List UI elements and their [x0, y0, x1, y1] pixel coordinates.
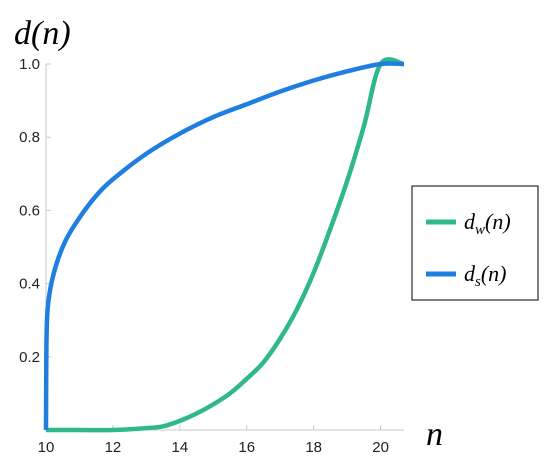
x-tick-label: 18: [305, 439, 322, 456]
y-tick-label: 0.8: [19, 129, 40, 146]
x-tick-label: 12: [105, 439, 122, 456]
legend-box: [411, 185, 539, 301]
y-tick-label: 0.4: [19, 276, 40, 293]
x-tick-label: 16: [238, 439, 255, 456]
legend-label-dw: dw(n): [464, 209, 511, 238]
y-ticks: 0.2 0.4 0.6 0.8 1.0: [19, 56, 51, 366]
series-line-dw: [46, 57, 405, 433]
x-tick-label: 14: [171, 439, 188, 456]
legend-label-ds: ds(n): [464, 261, 507, 290]
series-line-ds: [43, 61, 405, 431]
y-tick-label: 0.2: [19, 349, 40, 366]
y-tick-label: 0.6: [19, 202, 40, 219]
y-tick-label: 1.0: [19, 56, 40, 73]
y-axis-title: d(n): [14, 15, 71, 52]
axes: [45, 64, 404, 431]
x-tick-label: 20: [372, 439, 389, 456]
x-tick-label: 10: [38, 439, 55, 456]
series-layer: [43, 57, 405, 433]
x-ticks: 10 12 14 16 18 20: [38, 425, 389, 456]
x-axis-title: n: [426, 416, 443, 453]
legend: dw(n) ds(n): [411, 185, 539, 301]
